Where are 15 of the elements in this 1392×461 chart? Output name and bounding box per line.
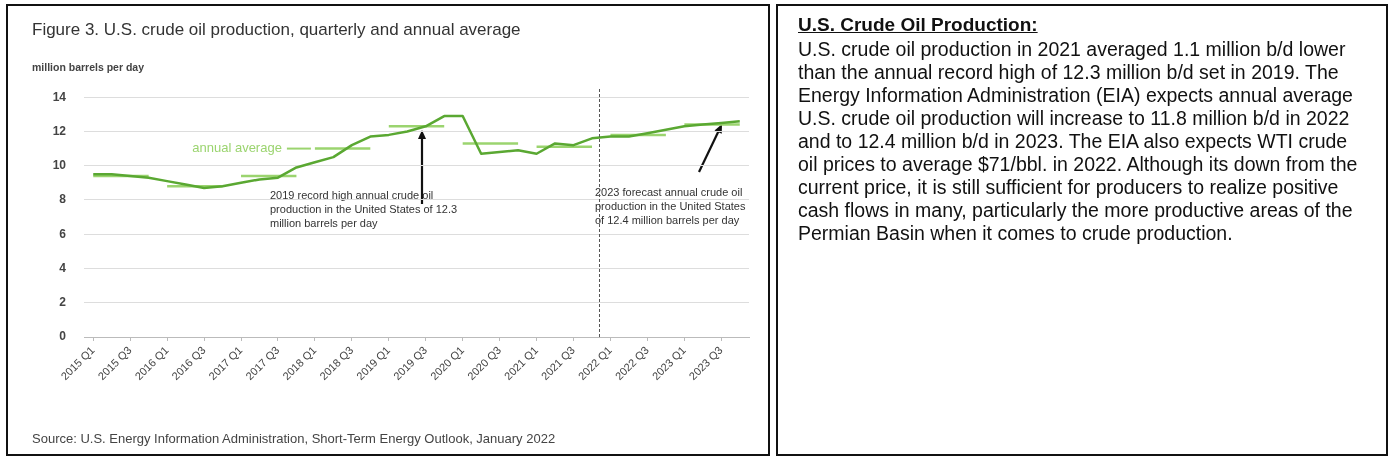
y-axis-title: million barrels per day bbox=[32, 61, 145, 73]
legend-label: annual average bbox=[192, 140, 282, 156]
text: U.S. crude oil production in 2021 averaged 1.1 million b/d lower than the annual record high of 12.3 million b/d set in 2019. The Energy Information Administration (EIA) expects annual average U.S. crude oil production will increase to 11.8 million b/d in 2022 and to 12.4 million b/d in 2023. The EIA also expects WTI crude oil prices to average $71/bbl. in 2022. Although its down from the current price, it is still sufficient for producers to realize positive cash flows in many, particularly the more productive areas of the Permian Basin when it comes to crude production. bbox=[798, 38, 1358, 244]
y-tick-label: 0 bbox=[59, 329, 67, 344]
text: U.S. Crude Oil Production: bbox=[798, 14, 1038, 36]
y-tick-label: 6 bbox=[59, 226, 67, 241]
source-note: Source: U.S. Energy Information Administration, Short-Term Energy Outlook, January 2022 bbox=[32, 431, 556, 446]
y-tick-label: 14 bbox=[52, 89, 67, 104]
y-tick-label: 10 bbox=[52, 158, 67, 173]
annotation: 2019 record high annual crude oil production in the United States of 12.3 million barrels per day bbox=[270, 188, 459, 230]
chart-title: Figure 3. U.S. crude oil production, quarterly and annual average bbox=[32, 20, 522, 39]
y-tick-label: 12 bbox=[52, 123, 67, 138]
y-tick-label: 2 bbox=[59, 295, 67, 310]
y-tick-label: 4 bbox=[59, 260, 67, 275]
y-tick-label: 8 bbox=[59, 192, 67, 207]
